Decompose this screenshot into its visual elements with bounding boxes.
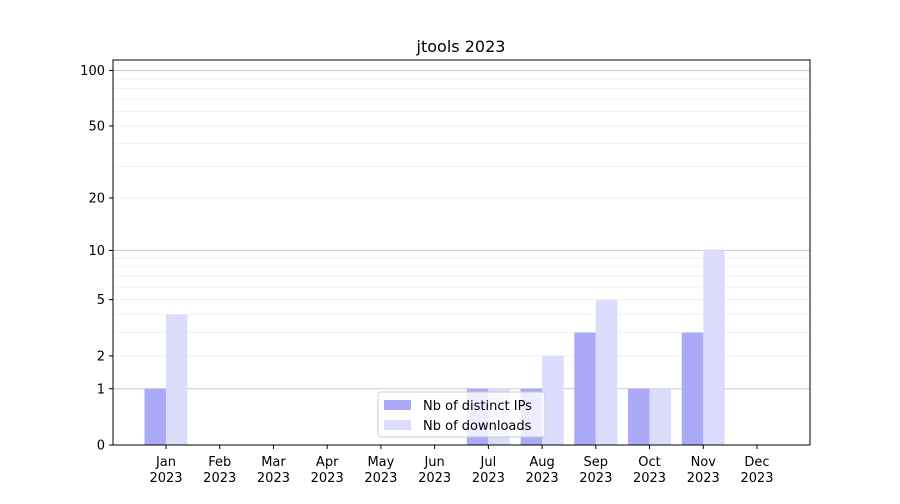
- x-tick-label: Aug: [529, 455, 554, 470]
- x-tick-label: May: [367, 455, 394, 470]
- bar-distinct-ips: [574, 332, 596, 445]
- x-tick-label: 2023: [526, 471, 559, 486]
- x-tick-label: 2023: [633, 471, 666, 486]
- x-tick-label: 2023: [579, 471, 612, 486]
- x-tick-label: Oct: [638, 455, 660, 470]
- x-tick-label: Jan: [155, 455, 176, 470]
- y-tick-label: 5: [97, 293, 105, 308]
- y-tick-label: 50: [88, 119, 105, 134]
- x-tick-label: Apr: [316, 455, 339, 470]
- bar-distinct-ips: [681, 332, 704, 445]
- legend-box: [377, 391, 546, 438]
- x-tick-label: 2023: [257, 471, 290, 486]
- x-tick-label: 2023: [311, 471, 344, 486]
- x-tick-label: 2023: [364, 471, 397, 486]
- x-tick-label: 2023: [418, 471, 451, 486]
- bar-downloads: [166, 314, 188, 445]
- bar-downloads: [703, 250, 725, 445]
- legend: Nb of distinct IPs Nb of downloads: [377, 391, 546, 438]
- x-tick-label: 2023: [687, 471, 720, 486]
- x-tick-label: 2023: [203, 471, 236, 486]
- x-tick-label: Mar: [261, 455, 286, 470]
- y-tick-label: 100: [80, 64, 105, 79]
- x-tick-label: Jun: [423, 455, 444, 470]
- bar-downloads: [542, 355, 564, 445]
- chart-title: jtools 2023: [416, 37, 506, 56]
- x-tick-label: 2023: [472, 471, 505, 486]
- legend-swatch: [384, 400, 411, 410]
- x-tick-label: 2023: [149, 471, 182, 486]
- plot-frame: [112, 59, 811, 446]
- y-tick-label: 2: [97, 349, 105, 364]
- legend-label: Nb of downloads: [423, 419, 532, 434]
- y-tick-label: 10: [88, 244, 105, 259]
- y-tick-label: 1: [97, 382, 105, 397]
- x-tick-label: Jul: [480, 455, 497, 470]
- x-tick-label: Sep: [584, 455, 609, 470]
- bar-downloads: [595, 299, 618, 445]
- legend-label: Nb of distinct IPs: [423, 399, 532, 414]
- y-tick-label: 0: [97, 439, 105, 454]
- x-tick-label: Feb: [208, 455, 231, 470]
- x-tick-label: Dec: [744, 455, 769, 470]
- bar-distinct-ips: [144, 388, 166, 445]
- x-tick-label: Nov: [691, 455, 717, 470]
- bar-downloads: [649, 388, 672, 445]
- y-tick-label: 20: [88, 191, 105, 206]
- x-tick-label: 2023: [740, 471, 773, 486]
- bar-distinct-ips: [628, 388, 650, 445]
- legend-swatch: [384, 420, 411, 430]
